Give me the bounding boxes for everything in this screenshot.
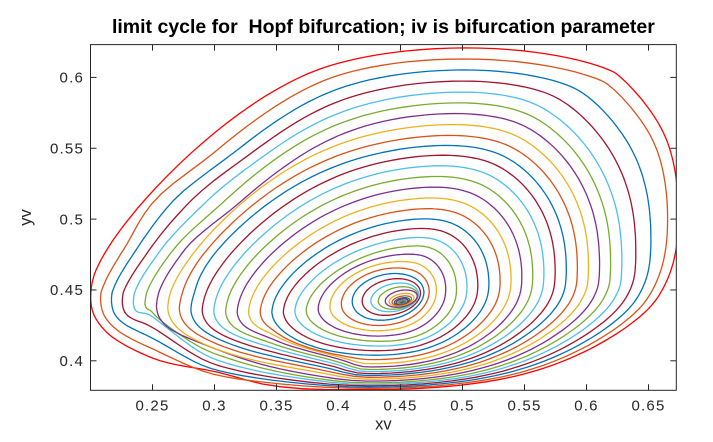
svg-text:0.55: 0.55 <box>508 398 542 415</box>
svg-text:0.45: 0.45 <box>50 282 84 299</box>
svg-text:0.5: 0.5 <box>60 211 84 228</box>
svg-text:0.55: 0.55 <box>50 140 84 157</box>
svg-text:0.5: 0.5 <box>450 398 474 415</box>
svg-text:0.6: 0.6 <box>574 398 598 415</box>
svg-text:yv: yv <box>17 209 35 226</box>
svg-text:0.45: 0.45 <box>384 398 418 415</box>
svg-text:0.35: 0.35 <box>260 398 294 415</box>
svg-text:0.3: 0.3 <box>202 398 226 415</box>
svg-text:0.6: 0.6 <box>60 70 84 87</box>
svg-text:0.4: 0.4 <box>60 353 84 370</box>
svg-text:0.4: 0.4 <box>326 398 350 415</box>
svg-text:xv: xv <box>375 416 392 434</box>
svg-text:limit cycle for Hopf bifurcat: limit cycle for Hopf bifurcation; iv is … <box>112 16 655 38</box>
svg-text:0.65: 0.65 <box>632 398 666 415</box>
svg-text:0.25: 0.25 <box>136 398 170 415</box>
